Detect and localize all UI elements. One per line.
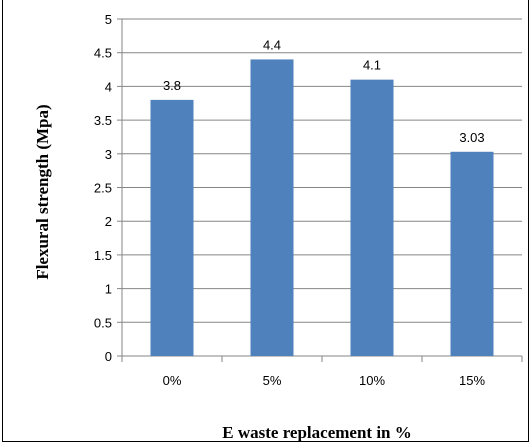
y-axis-title: Flexural strength (Mpa) — [33, 104, 52, 279]
bar-10% — [350, 79, 394, 356]
x-tick-labels: 0% 5% 10% 15% — [163, 373, 486, 388]
y-tick-label: 5 — [105, 12, 112, 27]
y-tick-label: 1 — [105, 282, 112, 297]
bar-5% — [250, 59, 294, 356]
bar-15% — [450, 151, 494, 356]
data-labels: 3.8 4.4 4.1 3.03 — [163, 37, 485, 144]
x-tick-label: 5% — [263, 373, 282, 388]
x-tick-label: 0% — [163, 373, 182, 388]
data-label: 4.4 — [263, 37, 281, 52]
y-tick-label: 2 — [105, 214, 112, 229]
y-tick-label: 0.5 — [94, 315, 112, 330]
bars — [150, 59, 494, 356]
y-tick-label: 2.5 — [94, 181, 112, 196]
data-label: 3.03 — [459, 130, 484, 145]
y-tick-label: 4.5 — [94, 46, 112, 61]
y-tick-label: 0 — [105, 349, 112, 364]
bar-0% — [150, 99, 194, 356]
data-label: 3.8 — [163, 78, 181, 93]
y-tick-label: 3 — [105, 147, 112, 162]
y-tick-label: 3.5 — [94, 113, 112, 128]
y-tick-label: 4 — [105, 79, 112, 94]
y-tick-labels: 0 0.5 1 1.5 2 2.5 3 3.5 4 4.5 5 — [94, 12, 112, 364]
x-axis-title: E waste replacement in % — [222, 423, 412, 442]
data-label: 4.1 — [363, 58, 381, 73]
x-tick-label: 15% — [459, 373, 485, 388]
y-tick-label: 1.5 — [94, 248, 112, 263]
x-tick-label: 10% — [359, 373, 385, 388]
